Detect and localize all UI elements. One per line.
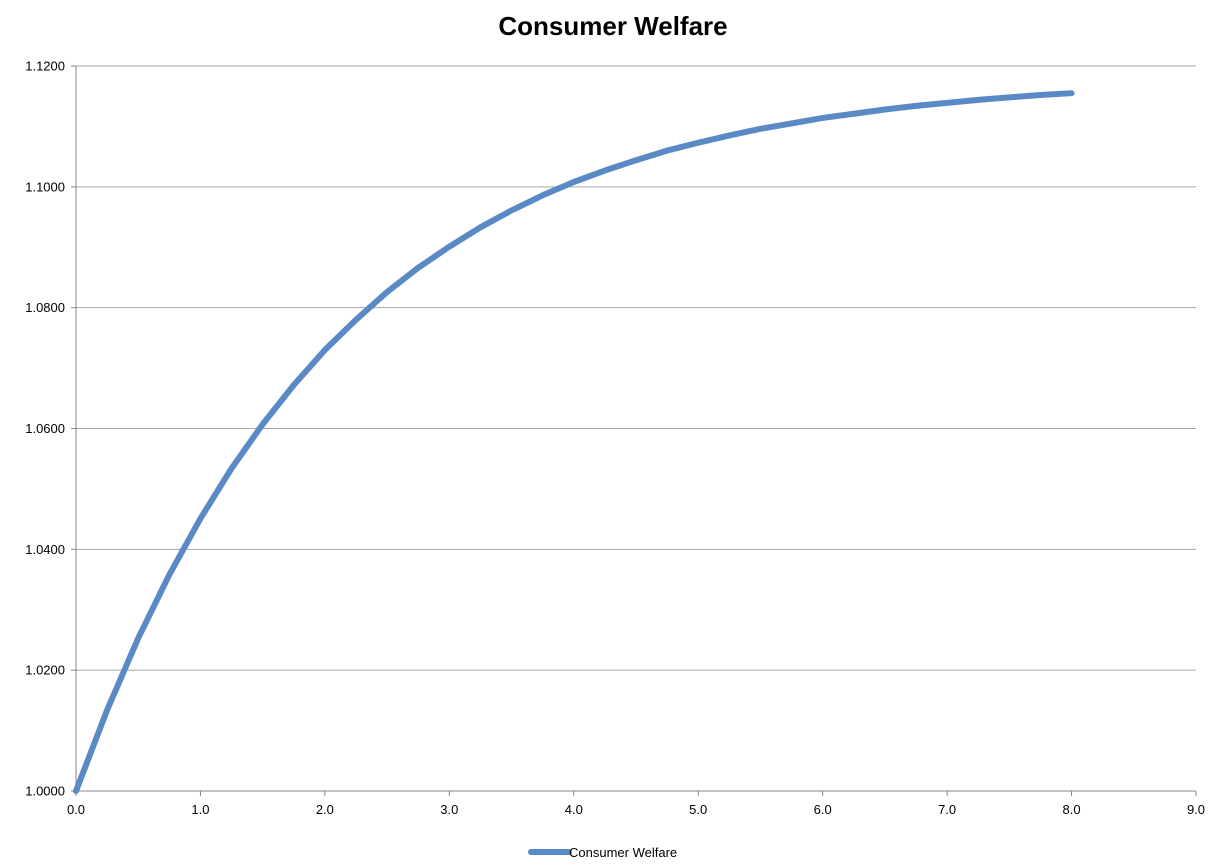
- y-tick-label: 1.1000: [25, 179, 65, 194]
- y-tick-label: 1.0600: [25, 421, 65, 436]
- series-layer: [73, 90, 1075, 794]
- grid-layer: [76, 65, 1196, 671]
- x-tick-label: 5.0: [689, 802, 707, 817]
- y-tick-label: 1.0000: [25, 784, 65, 799]
- x-tick-label: 2.0: [316, 802, 334, 817]
- x-tick-label: 0.0: [67, 802, 85, 817]
- y-tick-label: 1.0200: [25, 663, 65, 678]
- axis-layer: 1.0000 1.0200 1.0400 1.0600 1.0800 1.1000 1.12…: [25, 59, 1205, 818]
- x-tick-label: 9.0: [1187, 802, 1205, 817]
- x-tick-label: 4.0: [565, 802, 583, 817]
- legend-label: Consumer Welfare: [569, 845, 677, 860]
- x-tick-label: 3.0: [440, 802, 458, 817]
- chart-title: Consumer Welfare: [498, 11, 727, 41]
- series-line: [73, 90, 1075, 794]
- y-tick-label: 1.0800: [25, 300, 65, 315]
- y-tick-label: 1.1200: [25, 59, 65, 74]
- x-tick-label: 6.0: [814, 802, 832, 817]
- x-tick-label: 7.0: [938, 802, 956, 817]
- x-tick-label: 1.0: [191, 802, 209, 817]
- y-tick-label: 1.0400: [25, 542, 65, 557]
- legend: Consumer Welfare: [528, 845, 677, 860]
- x-tick-label: 8.0: [1063, 802, 1081, 817]
